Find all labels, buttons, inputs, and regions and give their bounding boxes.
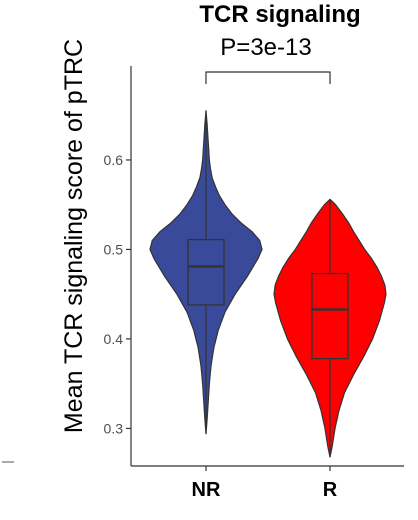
y-tick-label: 0.3 [104,420,124,436]
x-tick-label: R [323,479,338,501]
x-tick-label: NR [192,479,221,501]
y-tick-label: 0.6 [104,152,124,168]
box-r [311,272,349,360]
y-tick-label: 0.5 [104,241,124,257]
violin-r [273,198,387,458]
p-value-annotation: P=3e-13 [220,34,311,61]
violin-nr [149,110,263,435]
chart-title: TCR signaling [199,1,360,28]
y-tick-label: 0.4 [104,331,124,347]
violins [149,110,387,458]
x-ticks: NR R [192,466,338,501]
y-axis-label: Mean TCR signaling score of pTRC [60,39,88,433]
y-ticks: 0.3 0.4 0.5 0.6 [104,152,131,436]
significance-bracket [205,71,331,84]
box-nr [187,238,225,306]
